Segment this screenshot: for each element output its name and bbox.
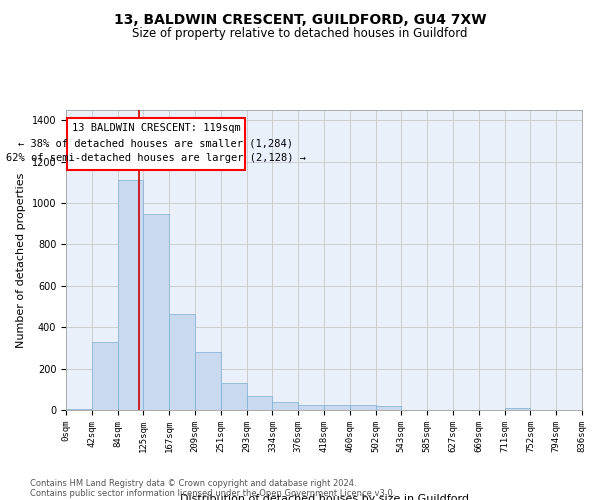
Bar — [118, 180, 143, 410]
Text: Contains public sector information licensed under the Open Government Licence v3: Contains public sector information licen… — [30, 488, 395, 498]
Bar — [92, 342, 118, 410]
Text: Size of property relative to detached houses in Guildford: Size of property relative to detached ho… — [132, 28, 468, 40]
Bar — [143, 214, 169, 410]
Text: ← 38% of detached houses are smaller (1,284): ← 38% of detached houses are smaller (1,… — [19, 138, 293, 148]
Bar — [298, 406, 324, 410]
Text: 62% of semi-detached houses are larger (2,128) →: 62% of semi-detached houses are larger (… — [6, 153, 306, 163]
Bar — [169, 314, 195, 410]
Bar — [324, 405, 350, 410]
Text: Contains HM Land Registry data © Crown copyright and database right 2024.: Contains HM Land Registry data © Crown c… — [30, 478, 356, 488]
Text: 13 BALDWIN CRESCENT: 119sqm: 13 BALDWIN CRESCENT: 119sqm — [71, 124, 241, 134]
Bar — [66, 409, 92, 410]
X-axis label: Distribution of detached houses by size in Guildford: Distribution of detached houses by size … — [179, 494, 469, 500]
Text: 13, BALDWIN CRESCENT, GUILDFORD, GU4 7XW: 13, BALDWIN CRESCENT, GUILDFORD, GU4 7XW — [114, 12, 486, 26]
Bar — [67, 118, 245, 170]
Bar — [505, 408, 530, 410]
Bar — [376, 406, 401, 410]
Bar — [221, 383, 247, 410]
Bar — [350, 405, 376, 410]
Bar — [247, 396, 272, 410]
Y-axis label: Number of detached properties: Number of detached properties — [16, 172, 26, 348]
Bar — [195, 352, 221, 410]
Bar — [272, 402, 298, 410]
